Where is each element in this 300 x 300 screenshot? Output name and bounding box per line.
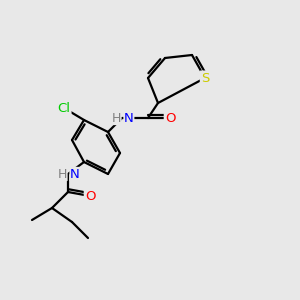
Text: N: N — [70, 167, 80, 181]
Text: O: O — [165, 112, 175, 124]
Text: N: N — [124, 112, 134, 124]
Text: H: H — [58, 167, 67, 181]
Text: Cl: Cl — [58, 101, 70, 115]
Text: O: O — [85, 190, 95, 202]
Text: S: S — [201, 71, 209, 85]
Text: H: H — [112, 112, 121, 124]
